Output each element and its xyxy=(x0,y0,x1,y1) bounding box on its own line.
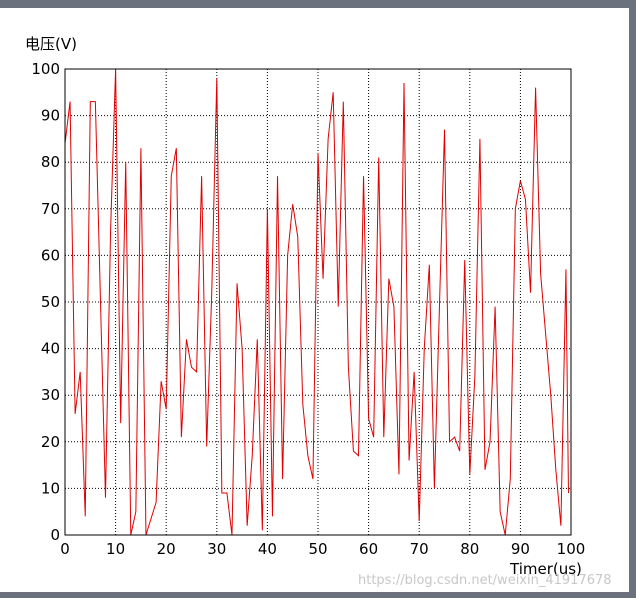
x-tick-label: 100 xyxy=(557,540,586,558)
x-tick-label: 70 xyxy=(410,540,429,558)
x-tick-label: 50 xyxy=(308,540,327,558)
x-tick-label: 0 xyxy=(60,540,70,558)
x-tick-label: 10 xyxy=(106,540,125,558)
data-line xyxy=(64,68,569,536)
y-tick-label: 70 xyxy=(41,200,60,218)
x-tick-label: 60 xyxy=(359,540,378,558)
y-tick-label: 0 xyxy=(50,526,60,544)
plot-border xyxy=(64,68,572,536)
y-tick-label: 90 xyxy=(41,107,60,125)
y-tick-label: 20 xyxy=(41,433,60,451)
y-tick-label: 100 xyxy=(31,60,60,78)
x-tick-label: 20 xyxy=(157,540,176,558)
y-axis-label: 电压(V) xyxy=(25,35,77,53)
y-tick-label: 80 xyxy=(41,153,60,171)
x-axis-label: Timer(us) xyxy=(509,560,582,578)
x-tick-label: 80 xyxy=(460,540,479,558)
x-tick-label: 40 xyxy=(258,540,277,558)
y-tick-label: 30 xyxy=(41,386,60,404)
x-tick-label: 30 xyxy=(207,540,226,558)
y-tick-label: 50 xyxy=(41,293,60,311)
y-tick-label: 10 xyxy=(41,479,60,497)
watermark: https://blog.csdn.net/weixin_41917678 xyxy=(358,573,612,588)
x-tick-label: 90 xyxy=(511,540,530,558)
y-tick-label: 60 xyxy=(41,246,60,264)
y-tick-label: 40 xyxy=(41,340,60,358)
